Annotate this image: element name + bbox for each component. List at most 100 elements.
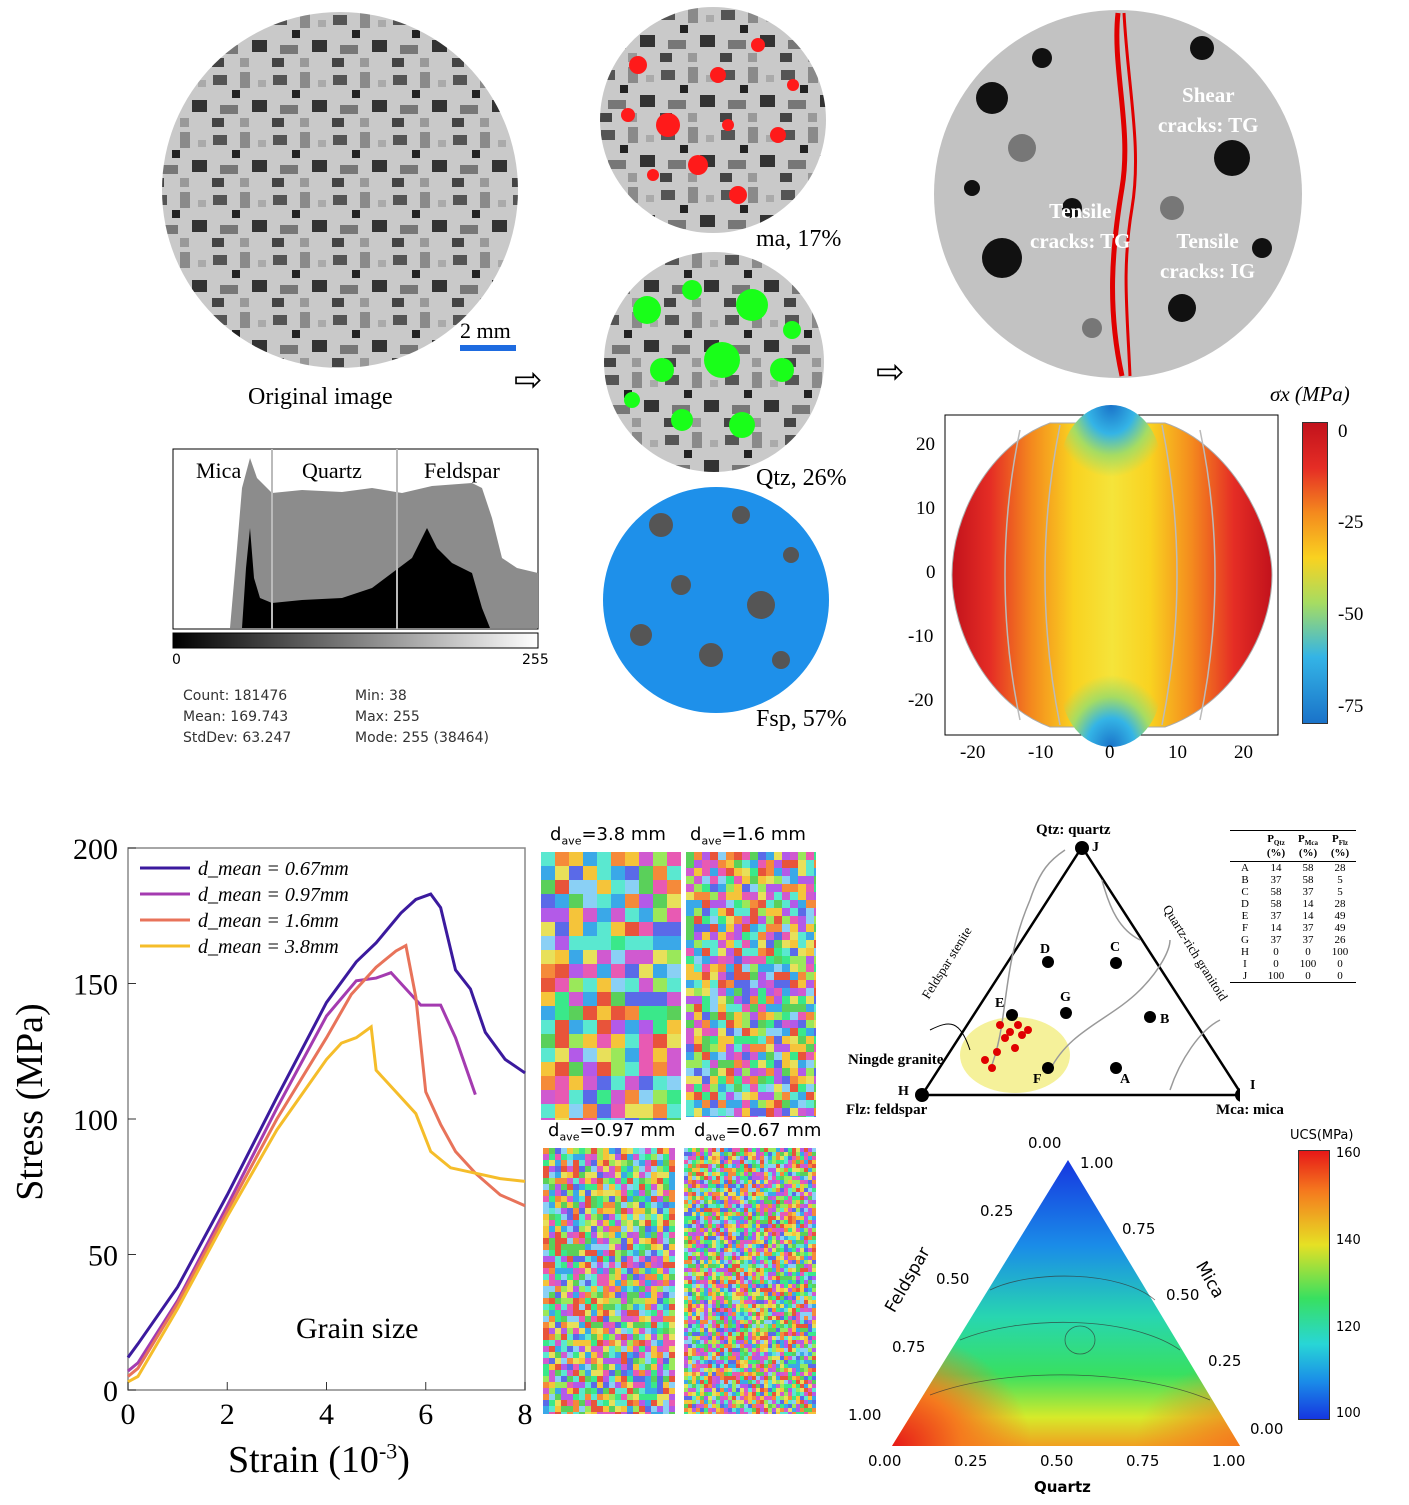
grain-cell xyxy=(752,1356,756,1360)
grain-cell xyxy=(720,1272,724,1276)
grain-cell xyxy=(808,1168,812,1172)
grain-cell xyxy=(812,1256,816,1260)
series-line-3 xyxy=(127,1024,526,1384)
grain-cell xyxy=(669,1364,675,1370)
grain-cell xyxy=(748,1160,752,1164)
grain-cell xyxy=(780,1148,784,1152)
grain-cell xyxy=(567,1214,573,1220)
grain-cell xyxy=(732,1260,736,1264)
grain-mosaic-0-97 xyxy=(543,1148,675,1414)
grain-cell xyxy=(627,1148,633,1154)
grain-cell xyxy=(657,1382,663,1388)
grain-cell xyxy=(806,964,814,972)
grain-cell xyxy=(756,1344,760,1348)
grain-cell xyxy=(780,1356,784,1360)
grain-cell xyxy=(579,1202,585,1208)
grain-cell xyxy=(639,1062,653,1076)
grain-cell xyxy=(792,1156,796,1160)
grain-cell xyxy=(718,852,726,860)
grain-cell xyxy=(712,1276,716,1280)
grain-cell xyxy=(621,1190,627,1196)
grain-cell xyxy=(804,1372,808,1376)
grain-cell xyxy=(764,1224,768,1228)
grain-cell xyxy=(712,1376,716,1380)
grain-cell xyxy=(804,1380,808,1384)
grain-cell xyxy=(724,1296,728,1300)
grain-cell xyxy=(696,1288,700,1292)
grain-cell xyxy=(774,964,782,972)
grain-cell xyxy=(792,1184,796,1188)
grain-cell xyxy=(792,1276,796,1280)
grain-cell xyxy=(585,1238,591,1244)
grain-cell xyxy=(776,1384,780,1388)
grain-cell xyxy=(567,1316,573,1322)
grain-cell xyxy=(712,1352,716,1356)
grain-cell xyxy=(579,1208,585,1214)
grain-cell xyxy=(736,1380,740,1384)
grain-cell xyxy=(782,980,790,988)
grain-cell xyxy=(597,1340,603,1346)
grain-cell xyxy=(710,892,718,900)
grain-cell xyxy=(696,1336,700,1340)
grain-cell xyxy=(748,1232,752,1236)
grain-cell xyxy=(692,1156,696,1160)
grain-cell xyxy=(748,1220,752,1224)
grain-cell xyxy=(752,1180,756,1184)
grain-cell xyxy=(740,1372,744,1376)
grain-cell xyxy=(702,964,710,972)
grain-cell xyxy=(768,1360,772,1364)
grain-cell xyxy=(736,1272,740,1276)
grain-cell xyxy=(692,1152,696,1156)
grain-cell xyxy=(728,1308,732,1312)
grain-cell xyxy=(772,1376,776,1380)
ternary-label-left: Flz: feldspar xyxy=(846,1102,928,1118)
grain-cell xyxy=(748,1176,752,1180)
grain-cell xyxy=(796,1352,800,1356)
grain-cell xyxy=(788,1168,792,1172)
grain-cell xyxy=(748,1156,752,1160)
grain-cell xyxy=(744,1404,748,1408)
grain-cell xyxy=(692,1148,696,1152)
grain-cell xyxy=(621,1178,627,1184)
grain-cell xyxy=(736,1392,740,1396)
grain-cell xyxy=(752,1404,756,1408)
grain-cell xyxy=(796,1208,800,1212)
grain-cell xyxy=(792,1180,796,1184)
grain-cell xyxy=(736,1148,740,1152)
grain-cell xyxy=(728,1396,732,1400)
grain-cell xyxy=(585,1280,591,1286)
grain-cell xyxy=(800,1352,804,1356)
grain-cell xyxy=(651,1400,657,1406)
grain-cell xyxy=(708,1412,712,1414)
grain-cell xyxy=(806,1012,814,1020)
grain-cell xyxy=(702,924,710,932)
grain-cell xyxy=(688,1264,692,1268)
grain-cell xyxy=(740,1272,744,1276)
grain-cell xyxy=(708,1364,712,1368)
grain-cell xyxy=(732,1408,736,1412)
ucs-colorbar xyxy=(1298,1150,1330,1420)
grain-cell xyxy=(734,1092,742,1100)
grain-cell xyxy=(792,1164,796,1168)
grain-cell xyxy=(736,1324,740,1328)
grain-cell xyxy=(625,1020,639,1034)
grain-cell xyxy=(728,1196,732,1200)
grain-cell xyxy=(712,1196,716,1200)
grain-cell xyxy=(669,1334,675,1340)
grain-cell xyxy=(639,1340,645,1346)
grain-cell xyxy=(752,1312,756,1316)
grain-cell xyxy=(712,1324,716,1328)
grain-cell xyxy=(756,1396,760,1400)
grain-cell xyxy=(720,1156,724,1160)
grain-cell xyxy=(583,1020,597,1034)
grain-cell xyxy=(804,1244,808,1248)
grain-cell xyxy=(740,1200,744,1204)
grain-cell xyxy=(732,1168,736,1172)
grain-cell xyxy=(651,1238,657,1244)
grain-cell xyxy=(694,972,702,980)
grain-cell xyxy=(651,1406,657,1412)
grain-cell xyxy=(692,1276,696,1280)
grain-cell xyxy=(812,1300,816,1304)
grain-cell xyxy=(692,1284,696,1288)
grain-cell xyxy=(806,940,814,948)
